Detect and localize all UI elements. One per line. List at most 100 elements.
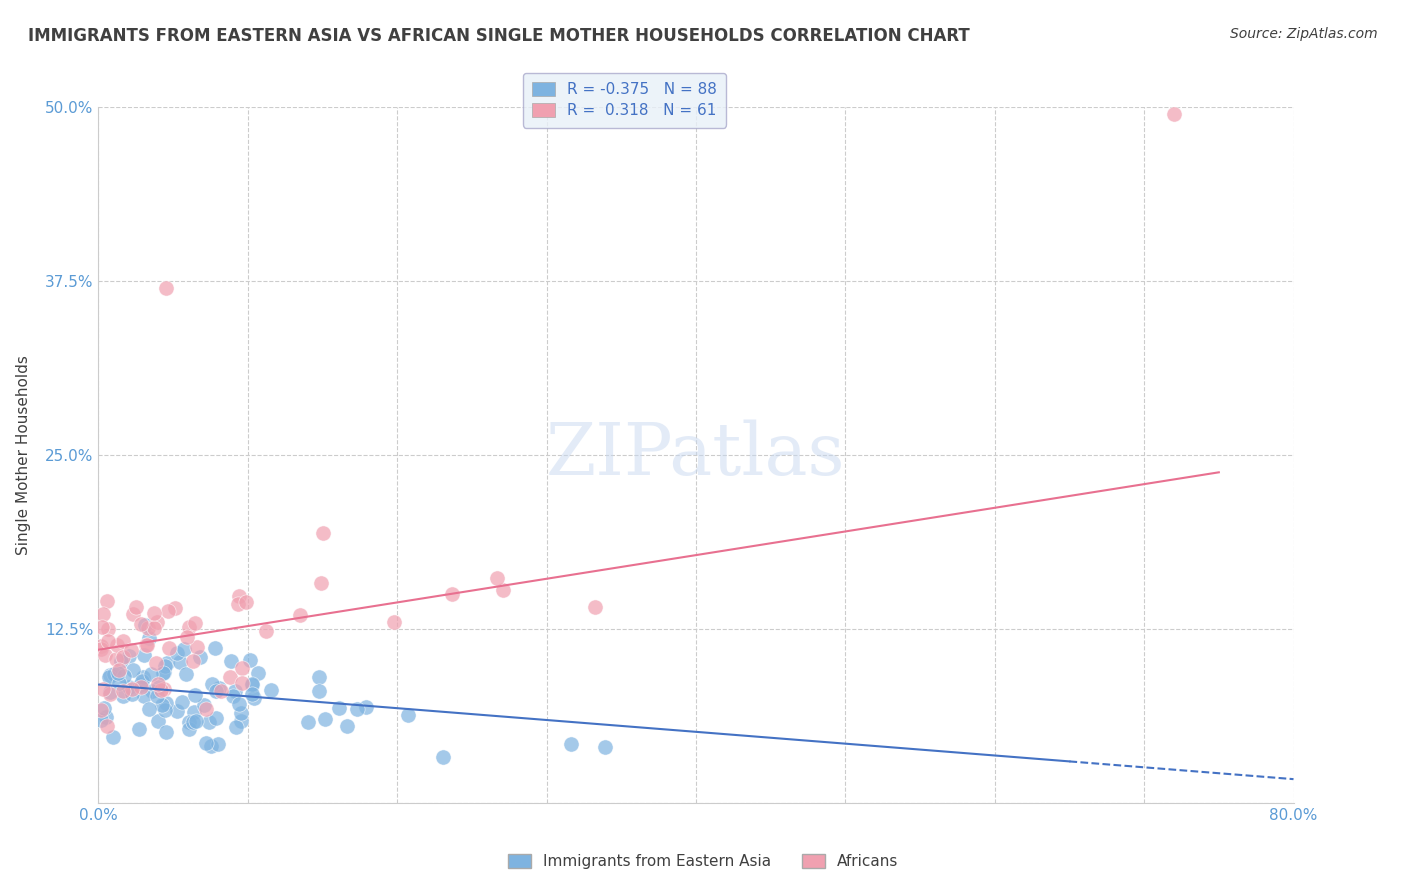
Point xyxy=(111,634,134,648)
Point xyxy=(93,648,115,663)
Point xyxy=(219,670,242,684)
Point xyxy=(111,689,134,703)
Point xyxy=(195,736,218,750)
Point xyxy=(108,663,131,677)
Point xyxy=(208,681,231,696)
Point xyxy=(141,684,163,698)
Point xyxy=(181,715,204,730)
Point xyxy=(156,657,179,671)
Point xyxy=(382,615,405,629)
Point xyxy=(121,686,143,700)
Point xyxy=(156,604,179,618)
Point xyxy=(239,652,262,666)
Point xyxy=(101,730,124,744)
Point xyxy=(225,720,247,734)
Point xyxy=(166,646,188,660)
Point xyxy=(129,681,152,695)
Point xyxy=(235,595,257,609)
Point xyxy=(336,719,359,733)
Point xyxy=(184,615,207,630)
Text: ZIPatlas: ZIPatlas xyxy=(546,419,846,491)
Point xyxy=(440,587,463,601)
Point xyxy=(118,649,141,664)
Point xyxy=(254,624,277,639)
Point xyxy=(122,607,145,621)
Point xyxy=(90,702,112,716)
Point xyxy=(134,648,156,662)
Point xyxy=(231,675,253,690)
Point xyxy=(146,677,169,691)
Point xyxy=(231,661,253,675)
Point xyxy=(243,690,266,705)
Point xyxy=(560,737,582,751)
Point xyxy=(226,597,249,611)
Point xyxy=(163,600,186,615)
Point xyxy=(328,701,350,715)
Point xyxy=(432,749,454,764)
Point xyxy=(90,640,112,654)
Point xyxy=(132,670,155,684)
Point xyxy=(90,713,112,727)
Point xyxy=(224,684,246,698)
Point xyxy=(290,607,312,622)
Point xyxy=(145,656,167,670)
Point xyxy=(146,714,169,729)
Point xyxy=(177,714,200,729)
Point xyxy=(204,711,226,725)
Point xyxy=(138,702,160,716)
Point xyxy=(153,659,176,673)
Point xyxy=(219,654,242,668)
Point xyxy=(97,633,120,648)
Point xyxy=(314,712,336,726)
Point xyxy=(108,675,131,690)
Point xyxy=(240,687,263,701)
Point xyxy=(149,683,172,698)
Legend: R = -0.375   N = 88, R =  0.318   N = 61: R = -0.375 N = 88, R = 0.318 N = 61 xyxy=(523,73,725,128)
Point xyxy=(396,708,419,723)
Point xyxy=(97,622,120,636)
Point xyxy=(186,640,208,654)
Point xyxy=(143,606,166,620)
Point xyxy=(228,697,250,711)
Point xyxy=(198,714,221,729)
Point xyxy=(118,680,141,694)
Point xyxy=(492,582,515,597)
Point xyxy=(242,678,264,692)
Point xyxy=(110,654,132,668)
Point xyxy=(229,714,252,728)
Point xyxy=(148,680,170,694)
Point xyxy=(311,576,333,591)
Point xyxy=(135,638,157,652)
Point xyxy=(98,668,121,682)
Point xyxy=(176,630,198,644)
Point xyxy=(105,652,128,666)
Text: IMMIGRANTS FROM EASTERN ASIA VS AFRICAN SINGLE MOTHER HOUSEHOLDS CORRELATION CHA: IMMIGRANTS FROM EASTERN ASIA VS AFRICAN … xyxy=(28,27,970,45)
Point xyxy=(1163,107,1185,121)
Point xyxy=(96,593,118,607)
Point xyxy=(97,670,120,684)
Point xyxy=(200,739,222,754)
Point xyxy=(247,665,270,680)
Point xyxy=(91,607,114,621)
Point xyxy=(94,710,117,724)
Point xyxy=(152,698,174,713)
Point xyxy=(128,722,150,736)
Point xyxy=(91,681,114,696)
Point xyxy=(105,638,128,652)
Point xyxy=(129,677,152,691)
Point xyxy=(486,571,509,585)
Point xyxy=(153,681,176,696)
Point xyxy=(183,654,205,668)
Point xyxy=(155,725,177,739)
Point xyxy=(166,705,188,719)
Point xyxy=(308,670,330,684)
Point xyxy=(90,641,112,656)
Point xyxy=(184,688,207,702)
Point xyxy=(131,674,153,689)
Point xyxy=(122,663,145,677)
Point xyxy=(146,615,169,629)
Point xyxy=(221,689,243,703)
Point xyxy=(120,643,142,657)
Point xyxy=(593,739,616,754)
Point xyxy=(169,656,191,670)
